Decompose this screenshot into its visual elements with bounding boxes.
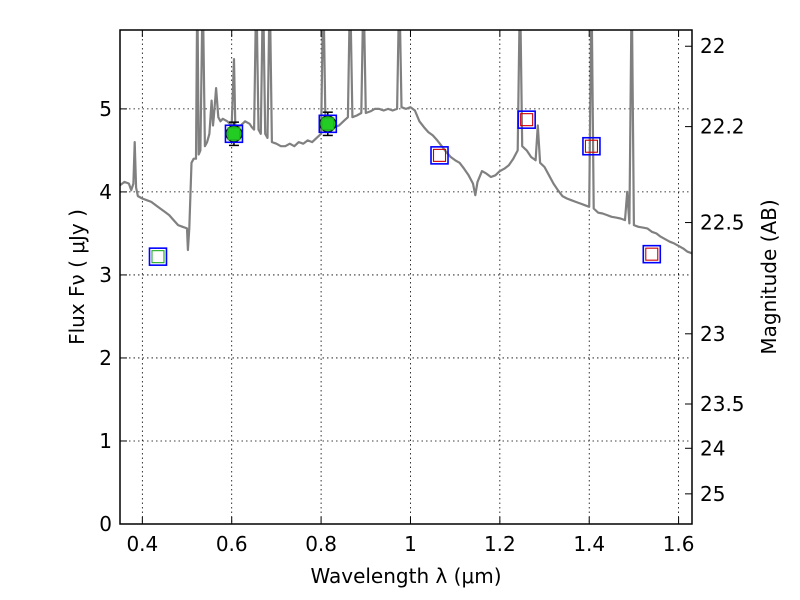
x-tick-label: 1.6 <box>663 532 695 556</box>
series <box>120 30 692 266</box>
x-tick-label: 0.4 <box>126 532 158 556</box>
y2-axis-label: Magnitude (AB) <box>757 199 781 354</box>
mag-tick-label: 23.5 <box>700 392 745 416</box>
model-sed-line <box>120 30 692 255</box>
y-axis-label: Flux Fν ( μJy ) <box>65 209 89 345</box>
mag-tick-label: 24 <box>700 436 725 460</box>
plot-frame <box>119 29 693 525</box>
mag-tick-label: 25 <box>700 482 725 506</box>
x-tick-label: 0.6 <box>216 532 248 556</box>
model-band-square <box>642 244 662 264</box>
mag-tick-label: 23 <box>700 322 725 346</box>
model-band-square <box>517 110 536 129</box>
model-band-square-inner <box>227 127 241 141</box>
y-tick-label: 5 <box>99 97 112 121</box>
ticks: 0.4 0.6 0.8 1 1.2 1.4 1.60123452222.222.52323.… <box>99 30 745 556</box>
model-band-square-inner <box>645 247 659 261</box>
y-tick-label: 4 <box>99 180 112 204</box>
x-tick-label: 1.2 <box>484 532 516 556</box>
y-tick-label: 2 <box>99 346 112 370</box>
grid <box>120 30 692 525</box>
model-band-square-inner <box>321 117 335 131</box>
model-band-square <box>430 146 449 165</box>
model-band-square <box>224 124 244 144</box>
y-tick-label: 1 <box>99 429 112 453</box>
x-tick-label: 1 <box>404 532 417 556</box>
x-tick-label: 0.8 <box>305 532 337 556</box>
mag-tick-label: 22 <box>700 34 725 58</box>
model-band-square <box>148 247 168 266</box>
model-band-square-inner <box>584 139 599 153</box>
y-tick-label: 0 <box>99 512 112 536</box>
model-band-square-inner <box>151 250 165 264</box>
mag-tick-label: 22.5 <box>700 211 745 235</box>
x-tick-label: 1.4 <box>573 532 605 556</box>
y-tick-label: 3 <box>99 263 112 287</box>
model-band-square-inner <box>520 113 534 127</box>
x-axis-label: Wavelength λ (μm) <box>310 564 501 588</box>
model-band-square <box>318 114 338 134</box>
model-band-square-inner <box>432 148 447 162</box>
mag-tick-label: 22.2 <box>700 115 745 139</box>
model-band-square <box>582 136 601 156</box>
